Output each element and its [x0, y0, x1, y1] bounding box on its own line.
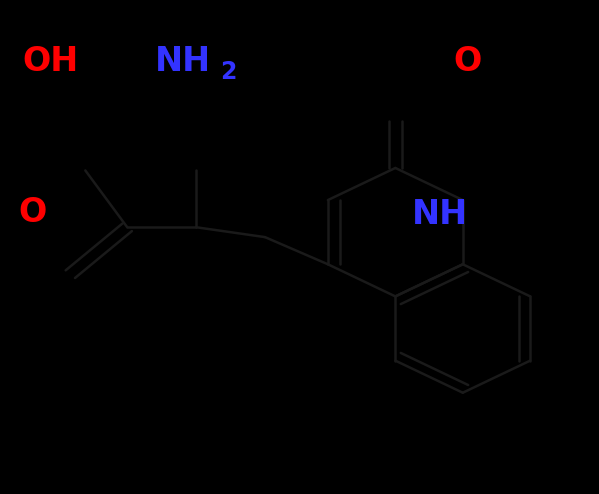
Text: O: O — [19, 196, 47, 229]
Text: O: O — [453, 45, 482, 78]
Text: OH: OH — [23, 45, 79, 78]
Text: 2: 2 — [220, 60, 237, 83]
Text: NH: NH — [155, 45, 211, 78]
Text: NH: NH — [412, 199, 468, 231]
